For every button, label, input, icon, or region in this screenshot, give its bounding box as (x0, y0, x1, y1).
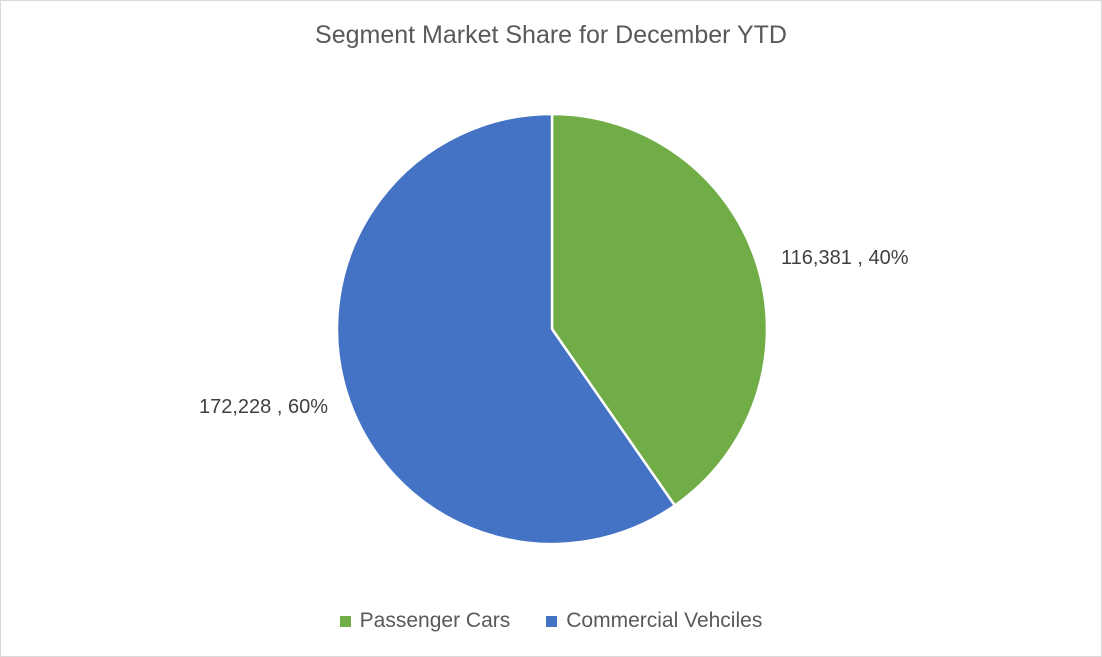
legend-label: Passenger Cars (359, 609, 511, 632)
data-label: 116,381 , 40% (781, 247, 909, 269)
legend: Passenger Cars Commercial Vehciles (1, 609, 1101, 633)
legend-item-commercial-vehciles[interactable]: Commercial Vehciles (546, 609, 762, 633)
legend-swatch (546, 615, 558, 627)
legend-item-passenger-cars[interactable]: Passenger Cars (339, 609, 511, 633)
pie-slice-passenger-cars[interactable] (550, 112, 769, 507)
legend-swatch (339, 615, 351, 627)
chart-title: Segment Market Share for December YTD (315, 21, 787, 49)
data-label: 172,228 , 60% (199, 396, 328, 418)
legend-label: Commercial Vehciles (566, 609, 763, 632)
pie-slice-commercial-vehciles[interactable] (335, 112, 677, 546)
